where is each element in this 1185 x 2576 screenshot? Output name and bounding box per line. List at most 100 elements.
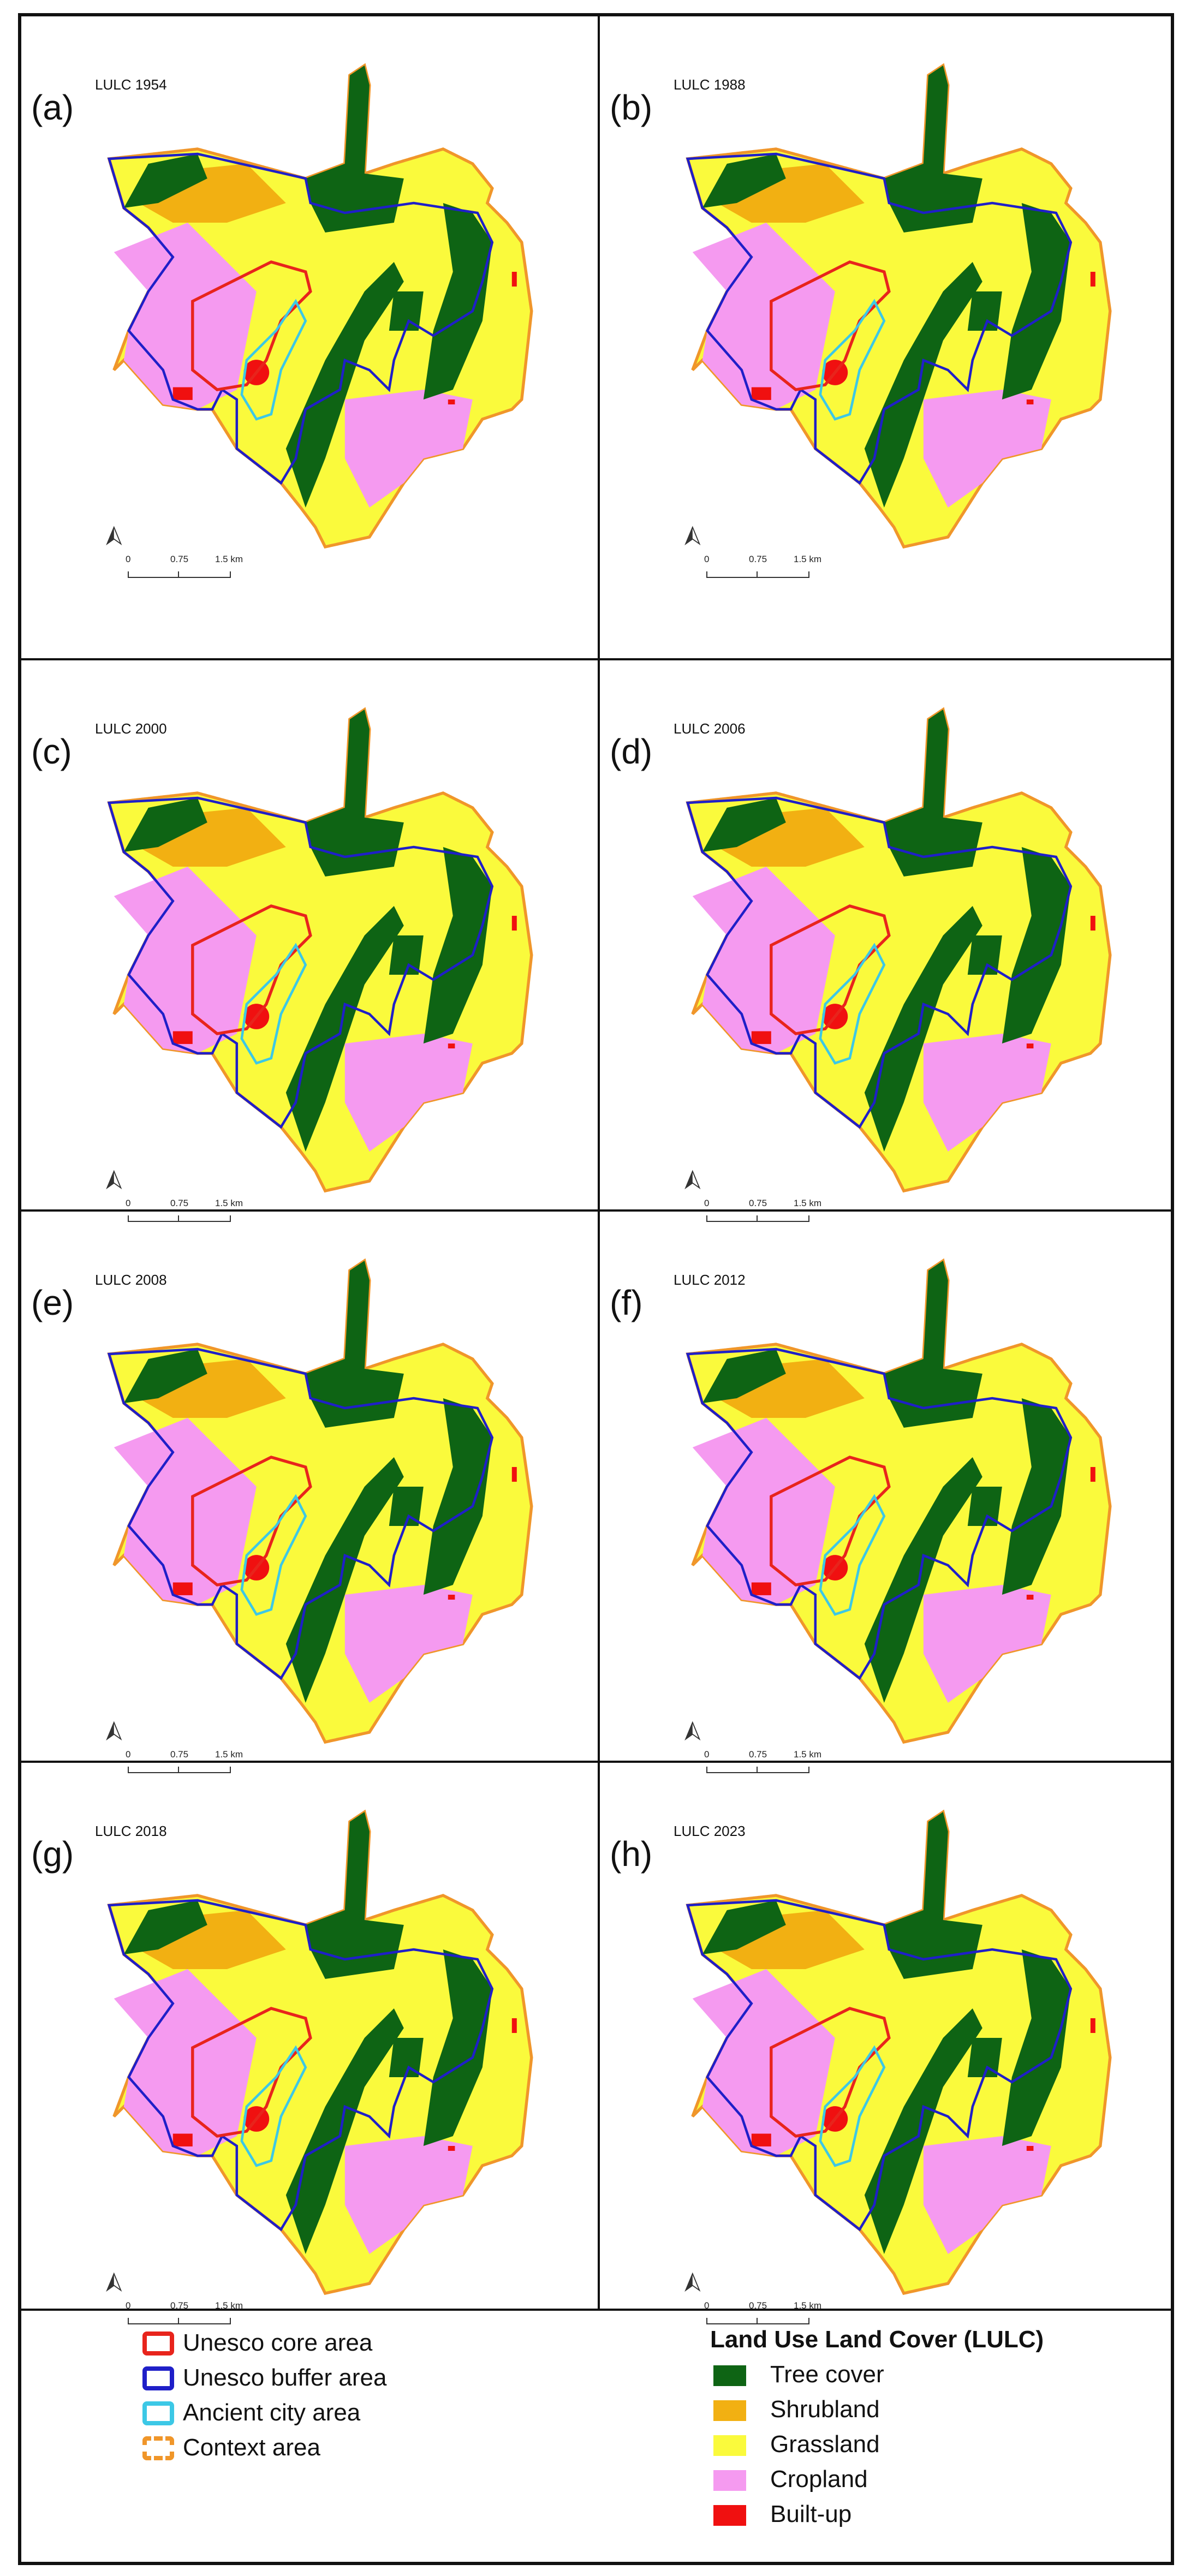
panel-title: LULC 1954 <box>95 76 167 93</box>
panel-divider-row1 <box>21 658 1171 660</box>
legend-lulc-swatch <box>713 2365 746 2386</box>
map-panel: (b) LULC 1988 0 0.75 1.5 km <box>600 16 1176 578</box>
panel-letter: (f) <box>610 1283 643 1322</box>
map-panel: (a) LULC 1954 0 0.75 1.5 km <box>21 16 598 578</box>
panel-title: LULC 2000 <box>95 720 167 737</box>
north-arrow-icon <box>106 526 122 546</box>
panel-letter: (b) <box>610 88 653 127</box>
lulc-map <box>684 63 1112 549</box>
north-arrow-icon <box>106 2272 122 2292</box>
panel-title: LULC 2018 <box>95 1823 167 1839</box>
scale-label-end: 1.5 km <box>215 2300 243 2311</box>
scale-label-mid: 0.75 <box>749 2300 767 2311</box>
legend-boundary-label: Unesco core area <box>183 2329 373 2356</box>
scale-label-0: 0 <box>126 1749 131 1760</box>
scale-label-end: 1.5 km <box>215 554 243 564</box>
north-arrow-icon <box>684 1721 701 1741</box>
scale-bar-line <box>706 1215 809 1222</box>
legend-lulc-swatch <box>713 2470 746 2491</box>
legend-lulc-swatch <box>713 2505 746 2526</box>
scale-label-end: 1.5 km <box>215 1749 243 1760</box>
scale-bar-line <box>706 1767 809 1773</box>
scale-label-end: 1.5 km <box>215 1198 243 1208</box>
scale-bar: 0 0.75 1.5 km <box>704 1749 837 1782</box>
legend-boundary-label: Context area <box>183 2434 320 2461</box>
map-panel: (e) LULC 2008 0 0.75 1.5 km <box>21 1212 598 1773</box>
scale-bar-line <box>128 2318 231 2324</box>
north-arrow-icon <box>684 2272 701 2292</box>
scale-bar-tick <box>178 571 179 578</box>
legend-boundary-swatch <box>142 2436 174 2460</box>
scale-label-end: 1.5 km <box>794 1198 822 1208</box>
lulc-map <box>106 63 533 549</box>
panel-title: LULC 2023 <box>674 1823 746 1839</box>
panel-title: LULC 1988 <box>674 76 746 93</box>
scale-bar: 0 0.75 1.5 km <box>126 2300 259 2333</box>
legend-lulc-label: Shrubland <box>770 2396 880 2423</box>
scale-bar-line <box>706 571 809 578</box>
lulc-map <box>106 1809 533 2295</box>
scale-bar-tick <box>178 1215 179 1222</box>
scale-label-0: 0 <box>126 1198 131 1208</box>
lulc-map <box>684 1258 1112 1744</box>
panel-letter: (g) <box>31 1834 74 1874</box>
scale-label-mid: 0.75 <box>749 1198 767 1208</box>
scale-label-end: 1.5 km <box>794 2300 822 2311</box>
scale-bar-tick <box>757 571 758 578</box>
scale-label-mid: 0.75 <box>749 1749 767 1760</box>
figure-frame: (a) LULC 1954 0 0.75 1.5 km (b) LULC 1988 0 0.75… <box>18 13 1174 2565</box>
map-panel: (f) LULC 2012 0 0.75 1.5 km <box>600 1212 1176 1773</box>
legend-boundary-swatch <box>142 2331 174 2356</box>
lulc-map <box>106 707 533 1193</box>
legend-lulc-swatch <box>713 2435 746 2456</box>
panel-letter: (a) <box>31 88 74 127</box>
legend-lulc-label: Cropland <box>770 2466 868 2492</box>
scale-label-0: 0 <box>704 1749 710 1760</box>
scale-bar-tick <box>757 1767 758 1773</box>
scale-bar-line <box>128 571 231 578</box>
scale-bar-line <box>128 1215 231 1222</box>
legend-lulc-title: Land Use Land Cover (LULC) <box>710 2326 1044 2353</box>
lulc-map <box>684 707 1112 1193</box>
scale-label-mid: 0.75 <box>170 1749 189 1760</box>
panel-letter: (c) <box>31 732 72 771</box>
scale-bar: 0 0.75 1.5 km <box>704 2300 837 2333</box>
scale-bar: 0 0.75 1.5 km <box>126 1198 259 1231</box>
legend-lulc-swatch <box>713 2400 746 2421</box>
scale-bar: 0 0.75 1.5 km <box>704 554 837 587</box>
scale-bar-tick <box>757 1215 758 1222</box>
map-panel: (c) LULC 2000 0 0.75 1.5 km <box>21 660 598 1222</box>
scale-label-mid: 0.75 <box>749 554 767 564</box>
scale-label-mid: 0.75 <box>170 554 189 564</box>
north-arrow-icon <box>106 1721 122 1741</box>
scale-bar: 0 0.75 1.5 km <box>126 554 259 587</box>
panel-divider-legend <box>21 2309 1171 2311</box>
scale-bar-line <box>706 2318 809 2324</box>
panel-title: LULC 2008 <box>95 1272 167 1288</box>
panel-title: LULC 2006 <box>674 720 746 737</box>
panel-letter: (h) <box>610 1834 653 1874</box>
panel-divider-row3 <box>21 1761 1171 1763</box>
scale-label-0: 0 <box>126 554 131 564</box>
scale-bar-line <box>128 1767 231 1773</box>
scale-bar-tick <box>757 2318 758 2324</box>
scale-bar-tick <box>178 2318 179 2324</box>
legend-lulc-label: Built-up <box>770 2501 852 2527</box>
panel-divider-vertical <box>598 16 600 2309</box>
map-panel: (g) LULC 2018 0 0.75 1.5 km <box>21 1763 598 2324</box>
scale-label-0: 0 <box>126 2300 131 2311</box>
scale-label-end: 1.5 km <box>794 554 822 564</box>
map-panel: (d) LULC 2006 0 0.75 1.5 km <box>600 660 1176 1222</box>
north-arrow-icon <box>684 526 701 546</box>
map-panel: (h) LULC 2023 0 0.75 1.5 km <box>600 1763 1176 2324</box>
scale-label-mid: 0.75 <box>170 2300 189 2311</box>
scale-label-0: 0 <box>704 1198 710 1208</box>
scale-bar: 0 0.75 1.5 km <box>126 1749 259 1782</box>
scale-label-end: 1.5 km <box>794 1749 822 1760</box>
legend-boundary-label: Ancient city area <box>183 2399 361 2426</box>
legend-lulc-label: Grassland <box>770 2431 880 2458</box>
lulc-map <box>684 1809 1112 2295</box>
scale-label-mid: 0.75 <box>170 1198 189 1208</box>
lulc-map <box>106 1258 533 1744</box>
legend-boundary-swatch <box>142 2366 174 2390</box>
